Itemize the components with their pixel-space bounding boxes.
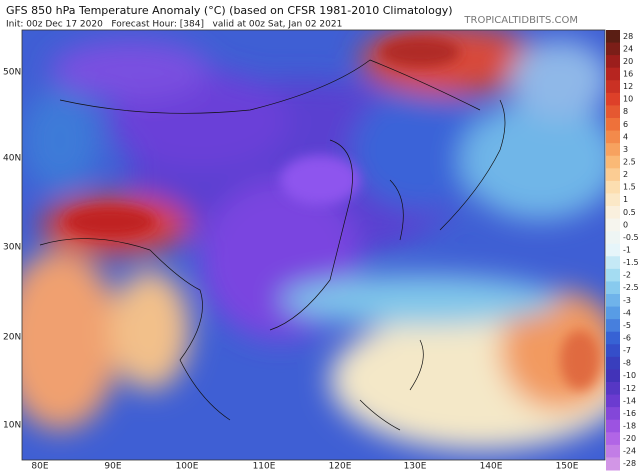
colorbar-swatch [606,407,620,421]
colorbar-swatch [606,394,620,408]
colorbar-label: -3 [623,296,631,305]
colorbar-swatch [606,419,620,433]
colorbar-label: 1 [623,195,628,204]
colorbar-label: -8 [623,359,631,368]
colorbar-swatch [606,30,620,44]
colorbar-swatch [606,118,620,132]
lat-label: 40N [3,154,21,164]
lon-label: 140E [480,462,503,472]
colorbar-swatch [606,105,620,119]
colorbar-swatch [606,80,620,94]
lon-label: 80E [31,462,48,472]
lat-label: 50N [3,68,21,78]
colorbar-swatch [606,369,620,383]
colorbar-label: 0 [623,220,628,229]
watermark: TROPICALTIDBITS.COM [463,15,578,26]
colorbar-swatch [606,356,620,370]
colorbar-label: -2 [623,271,631,280]
colorbar-swatch [606,168,620,182]
colorbar-swatch [606,143,620,157]
subtitle: Init: 00z Dec 17 2020 Forecast Hour: [38… [6,20,342,30]
colorbar-label: 28 [623,32,633,41]
colorbar-label: 0.5 [623,208,636,217]
colorbar-swatch [606,256,620,270]
colorbar-label: -1.5 [623,258,639,267]
colorbar-swatch [606,155,620,169]
colorbar-label: -24 [623,447,636,456]
colorbar-label: -1 [623,246,631,255]
colorbar-label: 20 [623,57,633,66]
colorbar-label: -0.5 [623,233,639,242]
lon-label: 100E [176,462,199,472]
colorbar-swatch [606,331,620,345]
colorbar-swatch [606,457,620,471]
colorbar-label: 1.5 [623,183,636,192]
colorbar-label: -18 [623,422,636,431]
colorbar-swatch [606,243,620,257]
colorbar-label: -7 [623,346,631,355]
colorbar-label: -4 [623,308,631,317]
lon-label: 130E [404,462,427,472]
colorbar-label: -28 [623,459,636,468]
lon-label: 150E [556,462,579,472]
colorbar-swatch [606,306,620,320]
colorbar-label: 12 [623,82,633,91]
title: GFS 850 hPa Temperature Anomaly (°C) (ba… [6,4,453,17]
colorbar-swatch [606,130,620,144]
map [22,30,605,460]
colorbar-label: -10 [623,371,636,380]
colorbar-label: 6 [623,120,628,129]
colorbar-label: -5 [623,321,631,330]
lon-label: 120E [329,462,352,472]
colorbar-swatch [606,67,620,81]
colorbar-label: 2.5 [623,158,636,167]
colorbar-label: 3 [623,145,628,154]
colorbar-label: 16 [623,70,633,79]
colorbar-swatch [606,92,620,106]
colorbar-label: 24 [623,44,633,53]
colorbar-swatch [606,344,620,358]
lon-label: 90E [104,462,121,472]
colorbar-swatch [606,294,620,308]
colorbar-swatch [606,206,620,220]
colorbar-label: 4 [623,132,628,141]
colorbar-label: -20 [623,434,636,443]
colorbar-label: -2.5 [623,283,639,292]
colorbar-swatch [606,231,620,245]
lat-label: 10N [3,421,21,431]
colorbar-label: -6 [623,334,631,343]
colorbar-label: -14 [623,396,636,405]
lat-label: 30N [3,243,21,253]
colorbar-swatch [606,432,620,446]
colorbar-swatch [606,180,620,194]
colorbar-swatch [606,382,620,396]
colorbar-swatch [606,281,620,295]
colorbar-label: -16 [623,409,636,418]
colorbar-swatch [606,218,620,232]
map-frame [21,29,606,461]
colorbar-label: 10 [623,95,633,104]
colorbar-swatch [606,55,620,69]
colorbar-label: -12 [623,384,636,393]
colorbar-swatch [606,193,620,207]
colorbar-swatch [606,319,620,333]
colorbar-swatch [606,268,620,282]
lat-label: 20N [3,333,21,343]
colorbar-swatch [606,42,620,56]
lon-label: 110E [253,462,276,472]
colorbar-swatch [606,444,620,458]
colorbar-label: 8 [623,107,628,116]
colorbar-label: 2 [623,170,628,179]
